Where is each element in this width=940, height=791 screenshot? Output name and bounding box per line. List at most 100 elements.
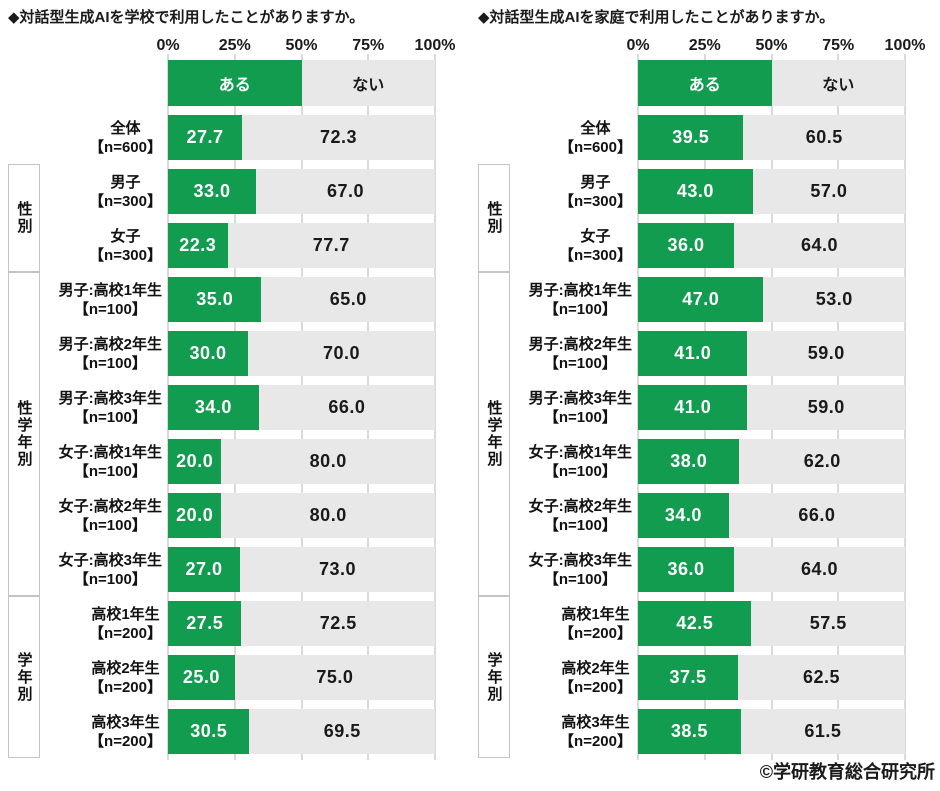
- axis-tick-label: 50%: [285, 37, 318, 54]
- bar-row: 男子 【n=300】 43.0 57.0: [559, 169, 905, 214]
- bar-yes: 20.0: [168, 493, 222, 538]
- row-label: 男子:高校2年生 【n=100】: [59, 335, 162, 373]
- bar-row: 女子:高校2年生 【n=100】 34.0 66.0: [529, 493, 905, 538]
- chart-title: ◆対話型生成AIを学校で利用したことがありますか。: [8, 9, 365, 26]
- bar-yes: 22.3: [168, 223, 228, 268]
- legend-yes-label: ある: [218, 77, 251, 94]
- bar-row: 女子:高校3年生 【n=100】 36.0 64.0: [529, 547, 905, 592]
- bar-yes-value: 35.0: [196, 289, 234, 309]
- bar-no-value: 80.0: [309, 505, 347, 525]
- bar-no-value: 57.5: [809, 613, 847, 633]
- chart-home: ◆対話型生成AIを家庭で利用したことがありますか。 0% 25% 50% 75%…: [478, 8, 925, 760]
- bar-no: 70.0: [248, 331, 435, 376]
- bar-no-value: 69.5: [323, 721, 361, 741]
- bar-row: 高校2年生 【n=200】 25.0 75.0: [89, 655, 435, 700]
- group-box: 性別: [478, 164, 510, 272]
- bar-row: 全体 【n=600】 27.7 72.3: [89, 115, 435, 160]
- bar-yes-value: 25.0: [182, 667, 220, 687]
- bar-row: 女子:高校1年生 【n=100】 20.0 80.0: [59, 439, 435, 484]
- bar-yes-value: 43.0: [676, 181, 714, 201]
- bar-yes-value: 39.5: [672, 127, 710, 147]
- bar-no: 73.0: [240, 547, 435, 592]
- row-label-n: 【n=100】: [543, 516, 617, 534]
- row-label: 高校1年生 【n=200】: [559, 605, 632, 643]
- row-label: 高校3年生 【n=200】: [89, 713, 162, 751]
- bar-no: 75.0: [234, 655, 435, 700]
- row-label-n: 【n=100】: [73, 570, 147, 588]
- bar-yes: 37.5: [638, 655, 739, 700]
- chart-body: ある ない 全体 【n=600】 39.5 60.5 男子 【n=300】 43.0 57.0…: [478, 54, 910, 760]
- bar-no-value: 65.0: [329, 289, 367, 309]
- row-label-name: 女子:高校3年生: [58, 551, 162, 569]
- row-label: 女子:高校3年生 【n=100】: [59, 551, 162, 589]
- bar-yes-value: 27.5: [186, 613, 224, 633]
- bar-yes-value: 42.5: [676, 613, 714, 633]
- bar-no-value: 64.0: [801, 235, 839, 255]
- chart-school: ◆対話型生成AIを学校で利用したことがありますか。 0% 25% 50% 75%…: [8, 8, 455, 760]
- row-label-n: 【n=300】: [559, 192, 632, 210]
- bar-no-value: 66.0: [328, 397, 366, 417]
- x-axis: 0% 25% 50% 75% 100%: [156, 32, 455, 60]
- axis-tick-label: 100%: [414, 37, 456, 54]
- group-box: 学年別: [8, 596, 40, 758]
- bar-yes: 38.0: [638, 439, 740, 484]
- axis-tick-label: 50%: [755, 37, 788, 54]
- bar-row: 男子:高校3年生 【n=100】 34.0 66.0: [59, 385, 435, 430]
- bar-yes: 36.0: [638, 223, 735, 268]
- bar-yes: 41.0: [638, 331, 748, 376]
- bar-no-value: 60.5: [805, 127, 843, 147]
- bar-yes: 34.0: [638, 493, 729, 538]
- row-label-name: 高校3年生: [561, 713, 630, 731]
- bar-yes-value: 36.0: [667, 235, 705, 255]
- bar-no: 67.0: [256, 169, 435, 214]
- bar-no: 61.5: [740, 709, 905, 754]
- bar-row: 全体 【n=600】 39.5 60.5: [559, 115, 905, 160]
- row-label-n: 【n=200】: [89, 678, 162, 696]
- row-label-name: 全体: [110, 119, 141, 137]
- bar-no: 57.0: [752, 169, 905, 214]
- bar-yes: 20.0: [168, 439, 222, 484]
- bar-row: 高校1年生 【n=200】 42.5 57.5: [559, 601, 905, 646]
- bar-no: 66.0: [728, 493, 905, 538]
- axis-tick-label: 25%: [218, 37, 251, 54]
- row-label: 高校3年生 【n=200】: [559, 713, 632, 751]
- bar-no: 77.7: [227, 223, 435, 268]
- row-label-n: 【n=600】: [89, 138, 162, 156]
- bar-row: 男子:高校1年生 【n=100】 47.0 53.0: [529, 277, 905, 322]
- bar-row: 高校1年生 【n=200】 27.5 72.5: [89, 601, 435, 646]
- row-label-name: 高校2年生: [91, 659, 160, 677]
- row-label-n: 【n=100】: [543, 408, 617, 426]
- bar-no: 62.0: [739, 439, 905, 484]
- row-label-n: 【n=300】: [559, 246, 632, 264]
- bar-yes: 30.5: [168, 709, 250, 754]
- bar-yes: 27.0: [168, 547, 241, 592]
- bar-yes-value: 22.3: [179, 235, 217, 255]
- bar-no: 69.5: [249, 709, 435, 754]
- bar-no-value: 53.0: [815, 289, 853, 309]
- bar-no: 57.5: [751, 601, 905, 646]
- row-label-name: 高校1年生: [91, 605, 160, 623]
- chart-body: ある ない 全体 【n=600】 27.7 72.3 男子 【n=300】 33.0 67.0…: [8, 54, 440, 760]
- row-label: 男子:高校1年生 【n=100】: [59, 281, 162, 319]
- row-label-name: 女子:高校3年生: [528, 551, 632, 569]
- bar-yes-value: 30.0: [189, 343, 227, 363]
- row-label-name: 男子:高校2年生: [528, 335, 632, 353]
- bar-yes: 33.0: [168, 169, 257, 214]
- bar-no: 80.0: [221, 439, 435, 484]
- row-label: 全体 【n=600】: [559, 119, 632, 157]
- legend-row: ある ない: [168, 60, 435, 106]
- bar-yes-value: 33.0: [193, 181, 231, 201]
- row-label-n: 【n=100】: [73, 300, 147, 318]
- row-label-name: 男子:高校1年生: [58, 281, 162, 299]
- group-box: 性学年別: [478, 272, 510, 596]
- row-label: 女子:高校2年生 【n=100】: [59, 497, 162, 535]
- row-label-n: 【n=200】: [559, 678, 632, 696]
- bar-row: 女子 【n=300】 22.3 77.7: [89, 223, 435, 268]
- group-box: 性別: [8, 164, 40, 272]
- row-label: 男子 【n=300】: [89, 173, 162, 211]
- row-label: 女子:高校1年生 【n=100】: [59, 443, 162, 481]
- bar-yes-value: 37.5: [669, 667, 707, 687]
- bar-yes: 27.5: [168, 601, 242, 646]
- bar-yes-value: 41.0: [674, 397, 712, 417]
- row-label-n: 【n=100】: [73, 516, 147, 534]
